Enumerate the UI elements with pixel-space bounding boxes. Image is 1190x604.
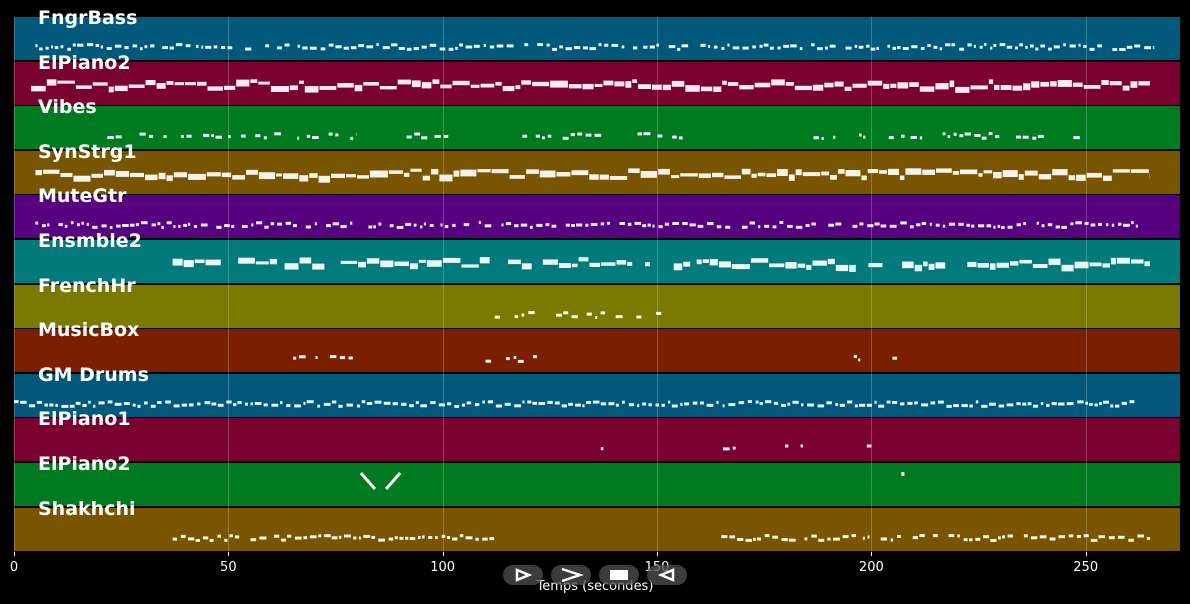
stop-icon: [610, 570, 628, 580]
tick-mark: [1085, 552, 1087, 556]
track-label: ElPiano1: [38, 408, 131, 431]
track-shakhchi[interactable]: [14, 507, 1180, 551]
tick-label: 100: [430, 560, 456, 575]
x-axis-label: Temps (secondes): [536, 579, 654, 594]
tick-mark: [14, 552, 15, 556]
track-label: Vibes: [38, 96, 97, 119]
play-icon: [515, 568, 533, 582]
tick-label: 250: [1073, 560, 1099, 575]
track-fngrbass[interactable]: [14, 17, 1180, 60]
rewind-button[interactable]: [647, 565, 687, 585]
track-label: GM Drums: [38, 363, 149, 386]
tick-mark: [228, 552, 230, 556]
tick-label: 0: [9, 560, 19, 575]
note-pattern: [359, 472, 905, 490]
track-label: MuteGtr: [38, 185, 127, 208]
track-label: FngrBass: [38, 7, 138, 29]
track-elpiano1[interactable]: [14, 418, 1180, 462]
tick-label: 200: [858, 560, 884, 575]
chevron-right-icon: [561, 567, 584, 583]
tick-mark: [657, 552, 658, 556]
note-pattern: [31, 78, 1150, 93]
note-pattern: [107, 132, 1080, 141]
tick-label: 50: [220, 560, 237, 575]
stop-button[interactable]: [599, 565, 639, 585]
note-pattern: [494, 310, 662, 319]
track-synstrg1[interactable]: [14, 150, 1180, 194]
track-elpiano2[interactable]: [14, 61, 1180, 105]
track-gm-drums[interactable]: [14, 373, 1180, 417]
note-pattern: [293, 355, 898, 364]
track-ensmble2[interactable]: [14, 240, 1180, 283]
note-pattern: [172, 533, 1150, 542]
note-pattern: [172, 257, 1150, 272]
track-label: FrenchHr: [38, 274, 136, 297]
track-frenchhr[interactable]: [14, 284, 1180, 328]
forward-button[interactable]: [551, 565, 591, 585]
track-vibes[interactable]: [14, 106, 1180, 150]
play-button[interactable]: [503, 565, 543, 585]
track-musicbox[interactable]: [14, 329, 1180, 373]
note-pattern: [35, 43, 1155, 51]
track-label: Shakhchi: [38, 497, 136, 520]
note-pattern: [600, 444, 872, 451]
track-label: Ensmble2: [38, 230, 142, 252]
rewind-icon: [657, 568, 675, 582]
tick-mark: [442, 552, 444, 556]
track-label: ElPiano2: [38, 51, 131, 74]
note-pattern: [14, 399, 1135, 408]
track-label: SynStrg1: [38, 140, 137, 163]
track-label: MusicBox: [38, 319, 140, 342]
note-pattern: [35, 168, 1150, 183]
note-pattern: [35, 221, 1138, 230]
track-elpiano2[interactable]: [14, 463, 1180, 506]
tick-mark: [871, 552, 873, 556]
track-mutegtr[interactable]: [14, 195, 1180, 239]
track-label: ElPiano2: [38, 453, 131, 475]
